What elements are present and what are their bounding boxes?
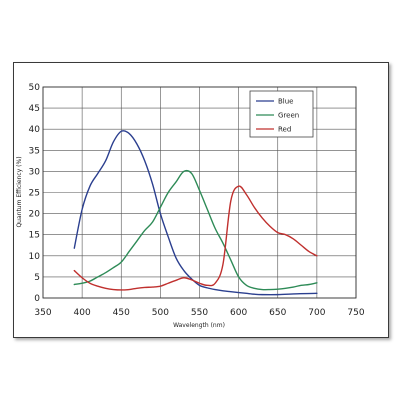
- y-tick-label: 0: [34, 294, 40, 304]
- x-tick-label: 450: [113, 308, 130, 318]
- x-axis-title: Wavelength (nm): [173, 322, 225, 329]
- y-tick-label: 40: [29, 125, 41, 135]
- x-tick-label: 600: [230, 308, 247, 318]
- axes: 0 5 10 15 20 25 30 35 40 45 50 350 400 450 500 550 600 65…: [29, 83, 365, 318]
- series-line-blue: [73, 130, 318, 296]
- x-tick-label: 550: [191, 308, 208, 318]
- legend-label-blue: Blue: [278, 98, 294, 106]
- y-tick-label: 20: [29, 210, 41, 220]
- y-tick-label: 10: [29, 252, 41, 262]
- plot-border: [42, 86, 357, 299]
- x-tick-label: 350: [34, 308, 51, 318]
- x-tick-label: 400: [74, 308, 91, 318]
- y-tick-label: 15: [29, 231, 40, 241]
- y-tick-label: 30: [29, 167, 41, 177]
- y-tick-label: 5: [34, 273, 40, 283]
- y-tick-label: 25: [29, 189, 40, 199]
- y-axis-title: Quantum Efficiency (%): [16, 156, 23, 227]
- x-tick-label: 700: [308, 308, 325, 318]
- legend-label-red: Red: [278, 126, 291, 134]
- y-tick-label: 50: [29, 83, 41, 93]
- series-lines: [73, 130, 318, 296]
- series-line-green: [73, 169, 318, 291]
- x-tick-label: 500: [152, 308, 169, 318]
- x-tick-label: 650: [269, 308, 286, 318]
- legend-label-green: Green: [278, 112, 299, 120]
- y-tick-label: 35: [29, 146, 40, 156]
- x-tick-label: 750: [347, 308, 364, 318]
- series-line-red: [73, 185, 318, 291]
- legend: Blue Green Red: [249, 90, 314, 138]
- y-tick-label: 45: [29, 104, 40, 114]
